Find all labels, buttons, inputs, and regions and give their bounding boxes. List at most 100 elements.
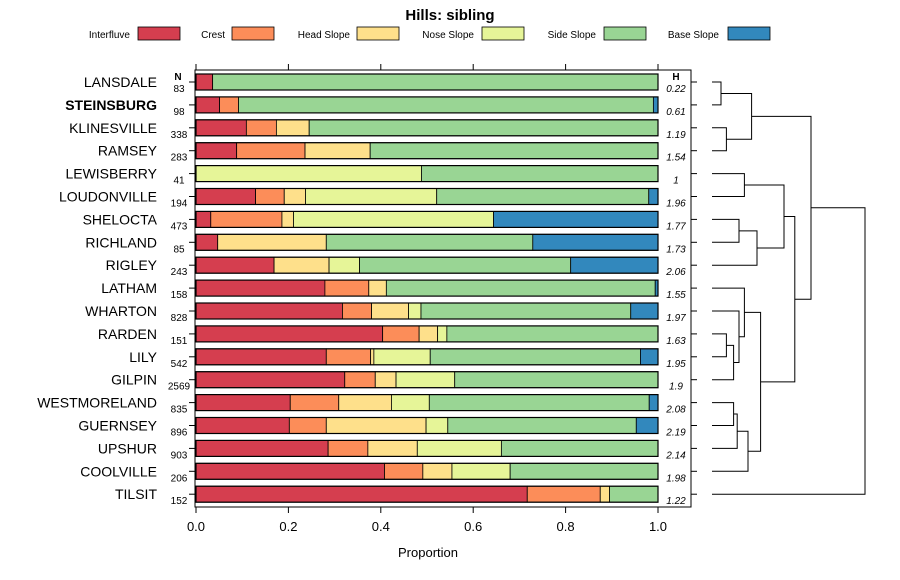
bar-segment-interfluve: [195, 188, 256, 205]
legend: Interfluve Crest Head Slope Nose Slope Side …: [89, 26, 771, 41]
row-steinsburg: STEINSBURG 98 0.61: [65, 96, 686, 118]
row-n-value: 542: [171, 359, 188, 370]
row-westmoreland: WESTMORELAND 835 2.08: [37, 394, 686, 416]
bar-segment-crest: [245, 119, 277, 137]
legend-label-2: Head Slope: [298, 30, 351, 41]
h-column-header: H: [672, 72, 679, 83]
row-latham: LATHAM 158 1.55: [101, 279, 686, 301]
row-h-value: 1.98: [666, 473, 686, 484]
row-label: COOLVILLE: [80, 463, 157, 479]
bar-segment-nose-slope: [391, 394, 430, 412]
row-label: RARDEN: [98, 326, 157, 342]
bar-segment-crest: [526, 485, 601, 503]
bar-outline: [195, 119, 659, 137]
bar-segment-head-slope: [368, 279, 387, 297]
dendrogram-branch: [712, 81, 722, 106]
bar-segment-nose-slope: [293, 210, 494, 228]
bar-outline: [195, 302, 659, 320]
x-tick-label: 0.8: [557, 519, 575, 534]
dendrogram-branch: [760, 216, 796, 383]
bar-outline: [195, 416, 659, 435]
bar-segment-base-slope: [648, 394, 659, 412]
bar-segment-crest: [382, 325, 420, 343]
row-upshur: UPSHUR 903 2.14: [98, 439, 686, 461]
bar-outline: [195, 256, 659, 274]
dendrogram-branch: [712, 218, 740, 243]
bar-segment-nose-slope: [305, 188, 438, 205]
bar-segment-side-slope: [447, 417, 637, 434]
row-h-value: 1.19: [666, 130, 686, 141]
bar-outline: [195, 279, 659, 297]
row-n-value: 2569: [168, 382, 191, 393]
row-h-value: 1: [673, 176, 679, 187]
bar-segment-interfluve: [195, 462, 385, 480]
x-axis: 0.0 0.2 0.4 0.6 0.8 1.0: [187, 64, 697, 534]
bar-segment-side-slope: [359, 256, 572, 274]
bar-segment-head-slope: [422, 462, 453, 480]
bar-outline: [195, 165, 659, 183]
bar-segment-head-slope: [599, 485, 610, 503]
row-n-value: 243: [171, 267, 188, 278]
row-h-value: 1.97: [666, 313, 686, 324]
bar-segment-crest: [289, 394, 340, 412]
bar-outline: [195, 73, 659, 91]
row-n-value: 206: [171, 473, 188, 484]
row-label: RAMSEY: [98, 143, 158, 159]
legend-swatch-2: [356, 26, 400, 41]
bar-segment-head-slope: [418, 325, 439, 343]
row-label: LOUDONVILLE: [59, 189, 157, 205]
row-label: KLINESVILLE: [69, 120, 157, 136]
bar-segment-side-slope: [385, 279, 656, 297]
bar-segment-nose-slope: [328, 256, 360, 274]
dendrogram-branch: [712, 207, 866, 495]
bar-segment-interfluve: [195, 233, 219, 251]
row-n-value: 835: [171, 405, 188, 416]
row-h-value: 1.55: [666, 290, 686, 301]
bar-segment-side-slope: [436, 188, 650, 205]
bar-outline: [195, 394, 659, 412]
row-h-value: 1.73: [666, 244, 686, 255]
bar-segment-crest: [288, 417, 327, 434]
row-h-value: 1.95: [666, 359, 686, 370]
row-wharton: WHARTON 828 1.97: [85, 302, 686, 324]
legend-label-4: Side Slope: [548, 30, 597, 41]
dendrogram-branch: [712, 173, 745, 197]
row-h-value: 1.54: [666, 153, 686, 164]
bar-segment-interfluve: [195, 256, 275, 274]
bar-segment-interfluve: [195, 485, 528, 503]
dendrogram-branch: [712, 333, 727, 358]
row-n-value: 151: [171, 336, 188, 347]
row-richland: RICHLAND 85 1.73: [85, 233, 686, 255]
legend-swatch-5: [727, 26, 771, 41]
bar-segment-nose-slope: [195, 165, 422, 183]
row-n-value: 158: [171, 290, 188, 301]
dendrogram-branch: [712, 310, 740, 364]
bar-segment-interfluve: [195, 142, 238, 160]
bar-segment-interfluve: [195, 417, 290, 434]
row-n-value: 85: [173, 244, 185, 255]
row-h-value: 1.77: [666, 221, 686, 232]
row-lewisberry: LEWISBERRY 41 1: [65, 165, 679, 187]
row-label: LILY: [129, 349, 157, 365]
chart-title: Hills: sibling: [405, 7, 494, 24]
bar-segment-side-slope: [454, 371, 659, 389]
bar-outline: [195, 96, 659, 114]
legend-swatch-0: [137, 26, 181, 41]
row-label: WESTMORELAND: [37, 395, 157, 411]
bar-segment-nose-slope: [425, 417, 449, 434]
row-rigley: RIGLEY 243 2.06: [106, 256, 686, 278]
bar-segment-interfluve: [195, 96, 220, 114]
bar-segment-head-slope: [370, 348, 375, 366]
bar-segment-base-slope: [635, 417, 659, 434]
dendrogram-branch: [712, 430, 749, 472]
bar-segment-crest: [236, 142, 306, 160]
dendrogram-branch: [712, 344, 735, 381]
bar-outline: [195, 233, 659, 251]
bar-segment-crest: [325, 348, 372, 366]
row-ramsey: RAMSEY 283 1.54: [98, 142, 686, 164]
dendrogram-branch: [721, 92, 753, 140]
bar-segment-interfluve: [195, 325, 384, 343]
bar-outline: [195, 462, 659, 480]
legend-label-0: Interfluve: [89, 30, 131, 41]
